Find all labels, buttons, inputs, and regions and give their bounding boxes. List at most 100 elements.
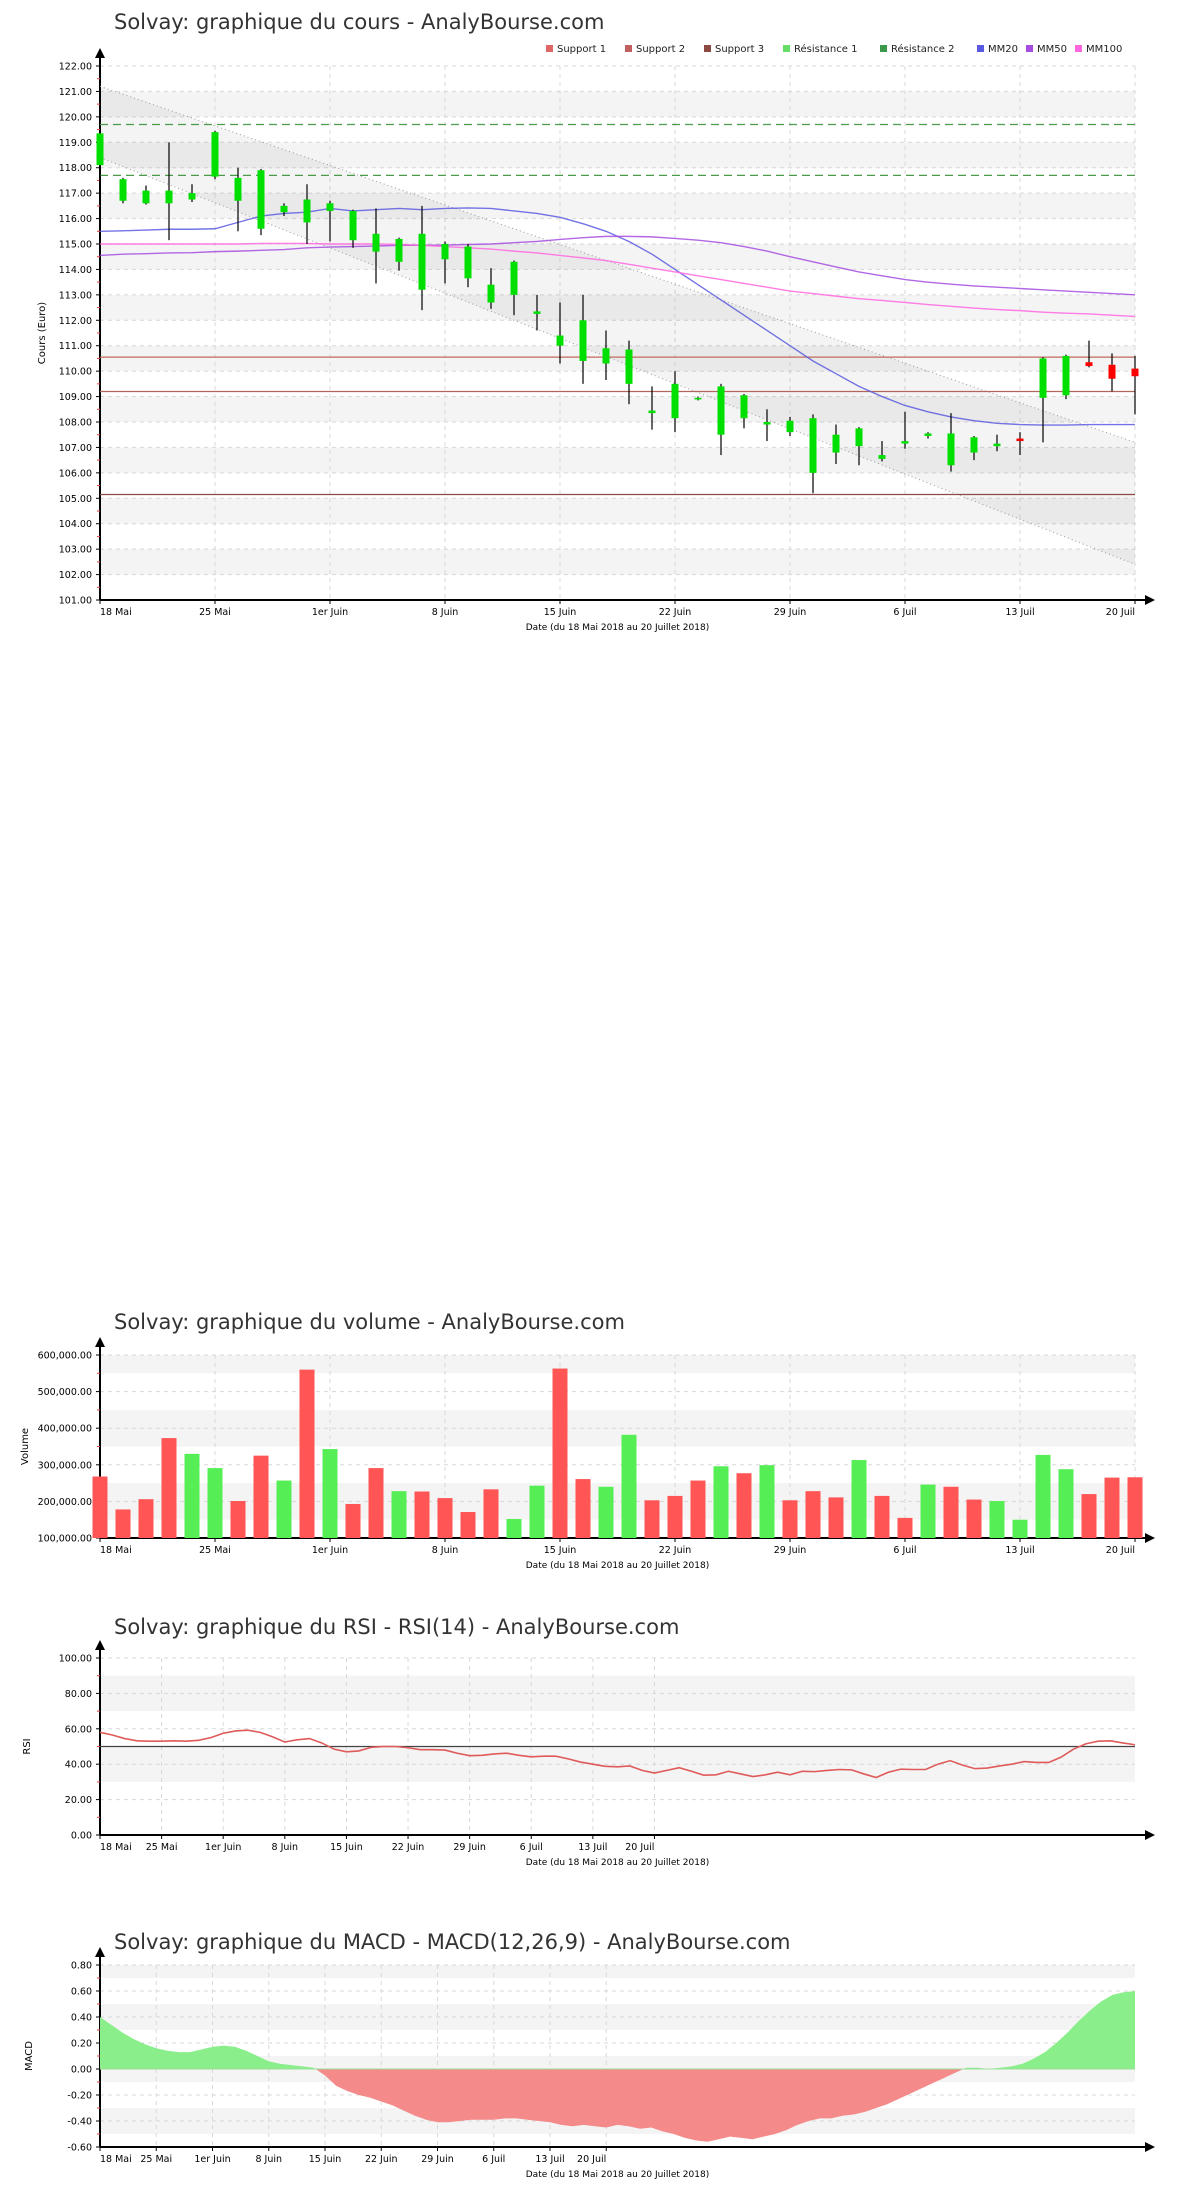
x-tick-label: 20 Juil (577, 2154, 606, 2165)
volume-bar (92, 1476, 108, 1538)
candle-body (947, 433, 955, 466)
volume-bar (575, 1479, 591, 1538)
y-tick-label: 0.80 (71, 1961, 92, 1972)
volume-bar (1012, 1519, 1028, 1538)
y-tick-label: 118.00 (59, 163, 92, 174)
legend-label-0: Support 1 (557, 44, 606, 55)
candle-body (349, 210, 357, 241)
axis-band (100, 345, 1135, 372)
candle-body (809, 418, 817, 473)
candle-body (119, 179, 127, 201)
x-tick-label: 22 Juin (365, 2154, 398, 2165)
y-tick-label: 80.00 (65, 1689, 92, 1700)
trend-channel-lower (99, 157, 1136, 565)
y-tick-label: 106.00 (59, 468, 92, 479)
y-tick-label: 107.00 (59, 443, 92, 454)
legend-label-1: Support 2 (636, 44, 685, 55)
candle-body (993, 443, 1001, 447)
price-y-axis-title: Cours (Euro) (37, 302, 48, 365)
y-tick-label: 108.00 (59, 418, 92, 429)
y-tick-label: 200,000.00 (38, 1497, 92, 1508)
y-tick-label: -0.20 (67, 2091, 92, 2102)
y-axis-arrow (95, 1947, 105, 1957)
x-tick-label: 13 Juil (578, 1842, 607, 1853)
candle-body (1062, 355, 1070, 396)
candle-body (1039, 358, 1047, 398)
candle-body (441, 244, 449, 260)
y-tick-label: 119.00 (59, 138, 92, 149)
y-tick-label: 111.00 (59, 341, 92, 352)
x-tick-label: 22 Juin (659, 1545, 692, 1556)
y-tick-label: 114.00 (59, 265, 92, 276)
y-tick-label: 400,000.00 (38, 1424, 92, 1435)
y-tick-label: 60.00 (65, 1724, 92, 1735)
legend-label-4: Résistance 2 (891, 43, 954, 55)
axis-band (100, 1355, 1135, 1374)
candle-body (602, 348, 610, 364)
volume-bar (368, 1468, 384, 1538)
axis-band (100, 91, 1135, 117)
volume-chart-title: Solvay: graphique du volume - AnalyBours… (114, 1310, 625, 1334)
x-tick-label: 25 Mai (199, 607, 231, 618)
x-tick-label: 29 Juin (774, 1545, 807, 1556)
x-tick-label: 20 Juil (625, 1842, 654, 1853)
y-tick-label: 104.00 (59, 519, 92, 530)
y-axis-arrow (95, 1337, 105, 1347)
x-tick-label: 13 Juil (535, 2154, 564, 2165)
y-tick-label: 112.00 (59, 316, 92, 327)
candle-body (280, 205, 288, 213)
volume-bar (1127, 1477, 1143, 1538)
candle-body (418, 233, 426, 290)
volume-x-axis-title: Date (du 18 Mai 2018 au 20 Juillet 2018) (526, 1561, 709, 1571)
rsi-x-axis-title: Date (du 18 Mai 2018 au 20 Juillet 2018) (526, 1858, 709, 1868)
x-tick-label: 29 Juin (453, 1842, 486, 1853)
candle-body (1085, 362, 1093, 367)
volume-bar (1104, 1477, 1120, 1538)
volume-bar (414, 1491, 430, 1538)
x-tick-label: 6 Juil (520, 1842, 543, 1853)
trend-channel-upper (99, 85, 1136, 443)
volume-bar (552, 1368, 568, 1538)
macd-chart-svg: -0.60 -0.40 -0.20 0.00 0.20 0.40 0.60 0.80 18 Ma… (24, 1947, 1155, 2180)
volume-bar (897, 1517, 913, 1538)
legend-swatch-2 (704, 45, 711, 52)
volume-bar (667, 1495, 683, 1538)
x-tick-label: 15 Juin (309, 2154, 342, 2165)
axis-band (100, 244, 1135, 270)
legend-swatch-6 (1026, 45, 1033, 52)
x-tick-label: 25 Mai (146, 1842, 178, 1853)
volume-bar (276, 1480, 292, 1538)
volume-bar (115, 1509, 131, 1538)
x-tick-label: 13 Juil (1005, 607, 1034, 618)
x-tick-label: 18 Mai (100, 607, 132, 618)
y-tick-label: 0.60 (71, 1987, 92, 1998)
y-tick-label: 100,000.00 (38, 1534, 92, 1545)
legend-label-6: MM50 (1037, 44, 1067, 55)
y-tick-label: 0.20 (71, 2039, 92, 2050)
candle-body (648, 410, 656, 414)
x-axis-arrow (1145, 1533, 1155, 1543)
y-axis-arrow (95, 48, 105, 58)
rsi-y-axis-title: RSI (22, 1738, 33, 1754)
x-tick-label: 15 Juin (330, 1842, 363, 1853)
trend-channel-fill (100, 86, 1135, 565)
y-tick-label: 120.00 (59, 112, 92, 123)
y-tick-label: 0.00 (71, 1831, 92, 1842)
volume-bar (345, 1503, 361, 1538)
x-tick-label: 20 Juil (1106, 1545, 1135, 1556)
x-tick-label: 1er Juin (312, 1545, 348, 1556)
axis-band (100, 1965, 1135, 1978)
x-tick-label: 1er Juin (312, 607, 348, 618)
candle-body (924, 433, 932, 436)
volume-bar (506, 1518, 522, 1538)
candle-body (395, 238, 403, 262)
x-tick-label: 29 Juin (774, 607, 807, 618)
candle-body (556, 335, 564, 346)
volume-bar (391, 1491, 407, 1538)
candle-body (234, 177, 242, 201)
volume-bar (138, 1499, 154, 1538)
candle-body (303, 199, 311, 223)
x-tick-label: 6 Juil (893, 607, 916, 618)
y-tick-label: 122.00 (59, 62, 92, 73)
y-tick-label: 110.00 (59, 367, 92, 378)
